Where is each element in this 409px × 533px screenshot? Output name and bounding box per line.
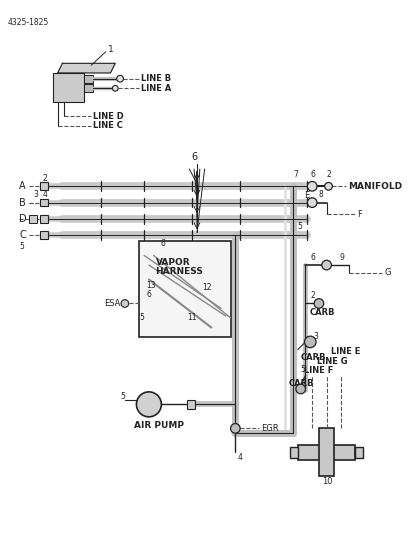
Text: LINE F: LINE F (303, 366, 332, 375)
Text: 8: 8 (318, 190, 323, 199)
Bar (355, 447, 362, 458)
Circle shape (230, 424, 240, 433)
Bar (83, 84, 93, 92)
Text: 1: 1 (107, 45, 113, 54)
Bar (187, 400, 195, 409)
Text: 2: 2 (310, 292, 314, 300)
Text: 6: 6 (310, 170, 315, 179)
Text: ESA: ESA (103, 299, 120, 308)
Text: 4325-1825: 4325-1825 (8, 18, 49, 27)
Circle shape (321, 260, 330, 270)
Circle shape (288, 429, 296, 437)
Bar (40, 215, 48, 223)
Bar (83, 75, 93, 83)
Circle shape (304, 336, 315, 348)
Circle shape (295, 384, 305, 394)
Text: LINE G: LINE G (316, 357, 347, 366)
Text: HARNESS: HARNESS (155, 267, 203, 276)
Bar (318, 429, 333, 477)
Text: 5: 5 (300, 365, 305, 374)
Text: D: D (19, 214, 27, 224)
Bar (40, 231, 48, 239)
Text: LINE D: LINE D (93, 111, 124, 120)
Text: 6: 6 (160, 239, 165, 248)
Text: 13: 13 (146, 281, 155, 290)
Text: F: F (357, 209, 361, 219)
Circle shape (307, 198, 316, 207)
Text: 10: 10 (321, 477, 332, 486)
Bar (139, 241, 230, 337)
Circle shape (112, 85, 118, 91)
Polygon shape (58, 63, 115, 73)
Text: MANIFOLD: MANIFOLD (347, 182, 401, 191)
Circle shape (117, 75, 123, 82)
Text: 5: 5 (297, 222, 302, 231)
Text: 11: 11 (187, 313, 196, 322)
Text: 9: 9 (338, 253, 343, 262)
Text: AIR PUMP: AIR PUMP (134, 421, 184, 430)
Text: 4: 4 (42, 190, 47, 199)
Circle shape (231, 429, 238, 437)
Text: CARB: CARB (308, 308, 334, 317)
Bar (40, 182, 48, 190)
Text: 6: 6 (310, 253, 315, 262)
Bar (290, 447, 297, 458)
Text: 7: 7 (292, 170, 297, 179)
Text: 5: 5 (120, 392, 125, 401)
Circle shape (324, 182, 332, 190)
Text: LINE C: LINE C (93, 122, 123, 130)
Bar (53, 73, 83, 102)
Text: 12: 12 (201, 282, 211, 292)
Text: CARB: CARB (288, 379, 313, 387)
Circle shape (136, 392, 161, 417)
Circle shape (307, 181, 316, 191)
Text: LINE A: LINE A (141, 84, 171, 93)
Circle shape (313, 298, 323, 308)
Bar (29, 215, 36, 223)
Text: CARB: CARB (300, 353, 326, 362)
Text: 3: 3 (34, 190, 38, 199)
Text: 2: 2 (326, 170, 330, 179)
Bar (40, 199, 48, 206)
Text: VAPOR: VAPOR (155, 257, 190, 266)
Text: 6: 6 (191, 151, 197, 161)
Text: C: C (19, 230, 26, 240)
Text: EGR: EGR (261, 424, 278, 433)
Text: 6: 6 (146, 290, 151, 300)
Text: 2: 2 (42, 174, 47, 183)
Text: 5: 5 (139, 313, 144, 322)
Text: LINE E: LINE E (330, 347, 360, 356)
Text: LINE B: LINE B (141, 74, 171, 83)
Text: 5: 5 (19, 243, 24, 251)
Text: 4: 4 (237, 453, 242, 462)
Text: G: G (383, 268, 390, 277)
Text: 3: 3 (312, 332, 317, 341)
Text: E: E (304, 191, 309, 200)
Bar (297, 445, 355, 460)
Text: B: B (19, 198, 26, 208)
Circle shape (121, 300, 128, 308)
Text: A: A (19, 181, 26, 191)
